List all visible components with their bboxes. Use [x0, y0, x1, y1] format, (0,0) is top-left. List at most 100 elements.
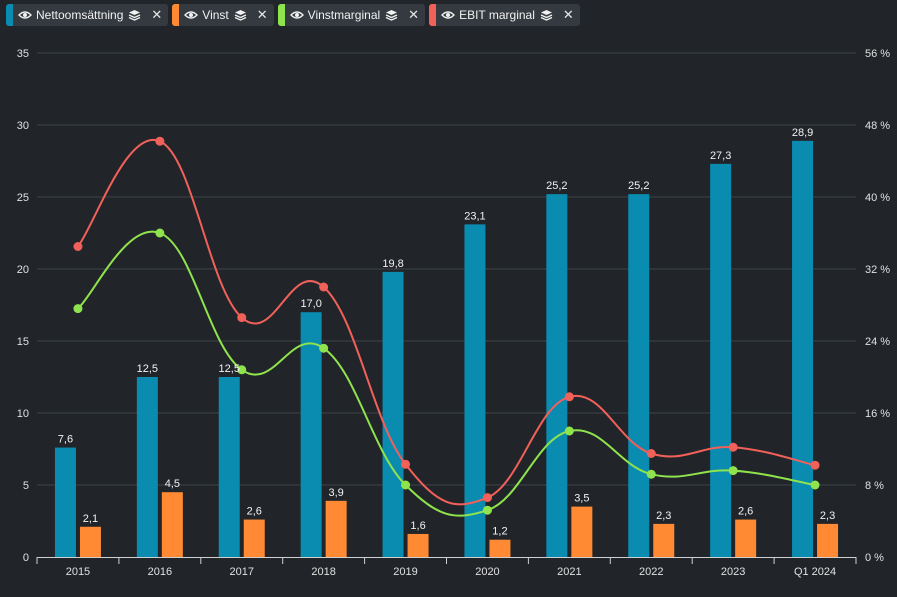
- bar: [817, 523, 839, 557]
- line-point: [482, 505, 492, 515]
- stack-layers-icon[interactable]: [385, 9, 398, 22]
- bar-data-label: 2,3: [656, 510, 671, 522]
- bar-data-label: 4,5: [165, 478, 180, 490]
- stack-layers-icon[interactable]: [540, 9, 553, 22]
- line-point: [155, 228, 165, 238]
- bar: [218, 377, 240, 557]
- stack-layers-icon[interactable]: [234, 9, 247, 22]
- line-point: [319, 343, 329, 353]
- legend-chip[interactable]: Nettoomsättning ✕: [6, 4, 169, 26]
- line-point: [728, 466, 738, 476]
- eye-icon[interactable]: [18, 10, 32, 20]
- y-left-tick-label: 25: [17, 192, 29, 204]
- legend-label: EBIT marginal: [459, 8, 535, 22]
- legend-color-swatch: [429, 4, 437, 26]
- bar: [792, 140, 814, 557]
- bar: [382, 271, 404, 557]
- line-point: [319, 282, 329, 292]
- line-point: [482, 493, 492, 503]
- x-tick-label: 2016: [148, 566, 172, 578]
- bars: [54, 140, 839, 558]
- legend-color-swatch: [277, 4, 285, 26]
- line-point: [237, 365, 247, 375]
- legend-chip[interactable]: Vinst ✕: [172, 4, 274, 26]
- eye-icon[interactable]: [184, 10, 199, 20]
- y-left-tick-label: 35: [17, 48, 29, 60]
- grid: [37, 52, 856, 486]
- legend-label: Vinst: [202, 8, 229, 22]
- x-tick-label: 2019: [393, 566, 417, 578]
- legend-label: Nettoomsättning: [36, 8, 124, 22]
- close-icon[interactable]: ✕: [408, 7, 420, 22]
- line-point: [564, 392, 574, 402]
- bar-data-label: 3,5: [574, 493, 589, 505]
- legend-chip[interactable]: EBIT marginal ✕: [429, 4, 580, 26]
- data-labels: 7,6 12,5 12,5 17,0 19,8 23,1 25,2 25,2 27,3 28,9 2…: [58, 127, 835, 538]
- y-left-tick-label: 20: [17, 264, 29, 276]
- close-icon[interactable]: ✕: [562, 7, 574, 22]
- y-axis-right: 0 % 8 % 16 % 24 % 32 % 40 % 48 % 56 %: [865, 48, 890, 564]
- bar-data-label: 7,6: [58, 434, 73, 446]
- legend-color-swatch: [6, 4, 13, 26]
- line-point: [564, 426, 574, 436]
- bar-data-label: 25,2: [546, 180, 567, 192]
- bar-data-label: 28,9: [792, 127, 813, 139]
- x-tick-label: 2022: [639, 566, 663, 578]
- legend-label: Vinstmarginal: [307, 8, 381, 22]
- line-point: [728, 442, 738, 452]
- y-axis-left: 0 5 10 15 20 25 30 35: [17, 48, 29, 564]
- line-point: [155, 136, 165, 146]
- x-tick-label: Q1 2024: [794, 566, 836, 578]
- bar: [79, 526, 101, 557]
- bar: [407, 533, 429, 557]
- bar: [571, 506, 593, 557]
- x-tick-label: 2023: [721, 566, 745, 578]
- legend: Nettoomsättning ✕ Vinst ✕ Vinstmarginal ✕ EBIT…: [6, 4, 580, 26]
- bar: [546, 194, 568, 557]
- y-left-tick-label: 0: [23, 552, 29, 564]
- bar: [300, 312, 322, 557]
- y-right-tick-label: 24 %: [865, 336, 890, 348]
- bar-data-label: 23,1: [464, 210, 485, 222]
- bar-data-label: 12,5: [137, 363, 158, 375]
- bar-data-label: 17,0: [300, 298, 321, 310]
- y-right-tick-label: 32 %: [865, 264, 890, 276]
- stack-layers-icon[interactable]: [128, 9, 141, 22]
- bar-data-label: 1,6: [410, 520, 425, 532]
- line-point: [73, 242, 83, 251]
- bar: [54, 447, 76, 557]
- bar: [243, 519, 265, 557]
- bar: [161, 492, 183, 557]
- line-point: [73, 304, 83, 314]
- line-point: [810, 460, 820, 470]
- line-point: [401, 459, 411, 469]
- bar-data-label: 12,5: [219, 363, 240, 375]
- y-left-tick-label: 5: [23, 480, 29, 492]
- x-tick-label: 2021: [557, 566, 581, 578]
- y-right-tick-label: 0 %: [865, 552, 884, 564]
- line-point: [646, 469, 656, 479]
- bar-data-label: 19,8: [382, 258, 403, 270]
- bar: [628, 194, 650, 557]
- legend-color-swatch: [172, 4, 180, 26]
- eye-icon[interactable]: [289, 10, 304, 20]
- x-tick-label: 2017: [230, 566, 254, 578]
- bar-data-label: 3,9: [329, 487, 344, 499]
- y-right-tick-label: 8 %: [865, 480, 884, 492]
- legend-chip[interactable]: Vinstmarginal ✕: [277, 4, 426, 26]
- y-left-tick-label: 10: [17, 408, 29, 420]
- lines: [73, 136, 820, 517]
- line-point: [646, 449, 656, 458]
- bar-data-label: 2,3: [820, 510, 835, 522]
- eye-icon[interactable]: [441, 10, 456, 20]
- bar: [325, 500, 347, 557]
- close-icon[interactable]: ✕: [151, 7, 163, 22]
- y-left-tick-label: 15: [17, 336, 29, 348]
- bar-data-label: 2,1: [83, 513, 98, 525]
- close-icon[interactable]: ✕: [256, 7, 268, 22]
- x-axis: 2015 2016 2017 2018 2019 2020 2021 2022 2023 Q1 2…: [36, 557, 857, 578]
- bar-data-label: 25,2: [628, 180, 649, 192]
- bar: [489, 539, 511, 557]
- y-right-tick-label: 48 %: [865, 120, 890, 132]
